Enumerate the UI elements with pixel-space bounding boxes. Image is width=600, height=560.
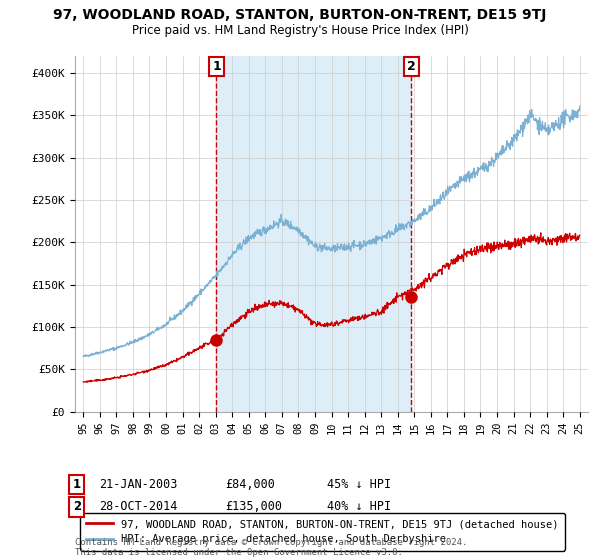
Text: 40% ↓ HPI: 40% ↓ HPI bbox=[327, 500, 391, 514]
Text: 1: 1 bbox=[212, 60, 221, 73]
Text: 28-OCT-2014: 28-OCT-2014 bbox=[99, 500, 178, 514]
Legend: 97, WOODLAND ROAD, STANTON, BURTON-ON-TRENT, DE15 9TJ (detached house), HPI: Ave: 97, WOODLAND ROAD, STANTON, BURTON-ON-TR… bbox=[80, 513, 565, 550]
Text: 2: 2 bbox=[407, 60, 416, 73]
Text: 1: 1 bbox=[73, 478, 81, 491]
Bar bbox=[217, 56, 412, 412]
Text: £84,000: £84,000 bbox=[225, 478, 275, 491]
Text: 21-JAN-2003: 21-JAN-2003 bbox=[99, 478, 178, 491]
Text: £135,000: £135,000 bbox=[225, 500, 282, 514]
Text: Price paid vs. HM Land Registry's House Price Index (HPI): Price paid vs. HM Land Registry's House … bbox=[131, 24, 469, 36]
Text: 2: 2 bbox=[73, 500, 81, 514]
Text: Contains HM Land Registry data © Crown copyright and database right 2024.
This d: Contains HM Land Registry data © Crown c… bbox=[75, 538, 467, 557]
Text: 97, WOODLAND ROAD, STANTON, BURTON-ON-TRENT, DE15 9TJ: 97, WOODLAND ROAD, STANTON, BURTON-ON-TR… bbox=[53, 8, 547, 22]
Text: 45% ↓ HPI: 45% ↓ HPI bbox=[327, 478, 391, 491]
